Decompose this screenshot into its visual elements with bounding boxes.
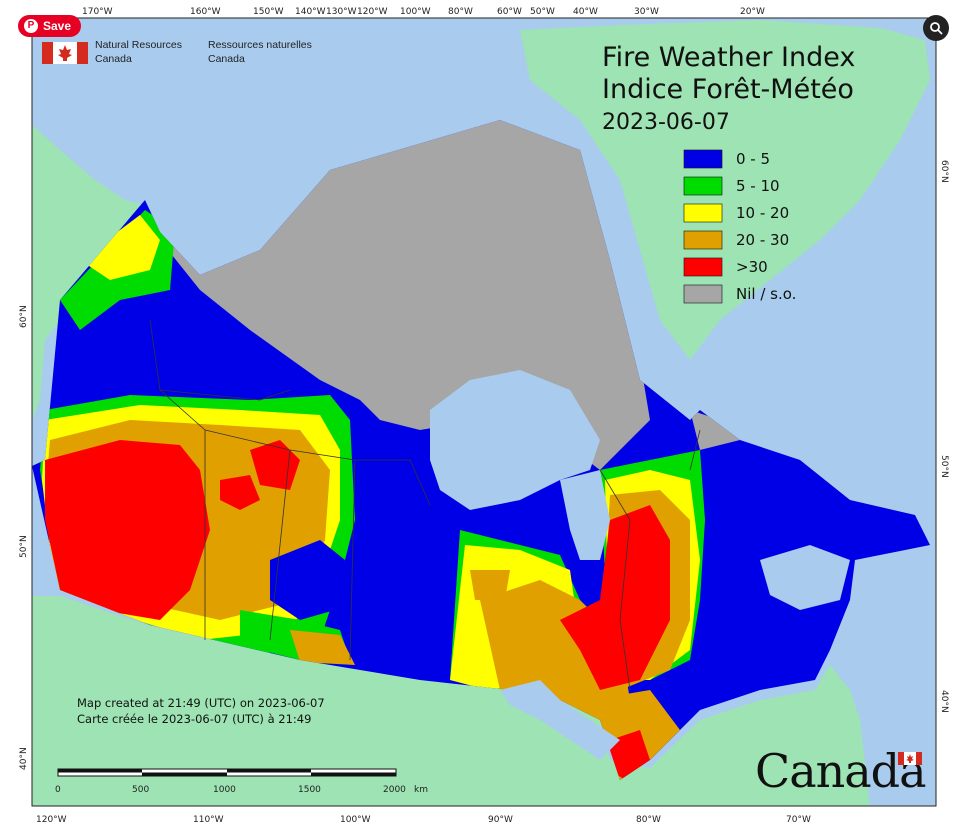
wordmark-flag-icon xyxy=(898,752,922,765)
pinterest-icon: P xyxy=(24,19,38,33)
scale-label: 500 xyxy=(132,785,149,795)
legend-swatch xyxy=(683,284,723,304)
legend-swatch xyxy=(683,257,723,277)
hudson-bay-south xyxy=(560,470,610,560)
graticule-top-labels: 170°W 160°W 150°W 140°W 130°W 120°W 100°… xyxy=(82,7,765,17)
tick-top: 40°W xyxy=(573,7,598,17)
legend-swatch xyxy=(683,203,723,223)
canada-wordmark: Canada xyxy=(755,744,927,798)
ministry-en-line1: Natural Resources xyxy=(95,39,182,51)
credit-en: Map created at 21:49 (UTC) on 2023-06-07 xyxy=(77,696,325,710)
visual-search-button[interactable] xyxy=(923,15,949,41)
tick-bottom: 120°W xyxy=(36,815,67,825)
hudson-bay xyxy=(430,370,600,510)
ministry-fr-line2: Canada xyxy=(208,53,245,65)
map-title-fr: Indice Forêt-Météo xyxy=(602,74,854,105)
tick-top: 50°W xyxy=(530,7,555,17)
tick-top: 100°W xyxy=(400,7,431,17)
tick-bottom: 70°W xyxy=(786,815,811,825)
legend-label: 5 - 10 xyxy=(736,177,780,195)
ministry-name-en: Natural Resources Canada xyxy=(95,38,182,66)
fwi-legend: 0 - 5 5 - 10 10 - 20 20 - 30 >30 Nil / s.o. xyxy=(683,149,796,304)
tick-top: 160°W xyxy=(190,7,221,17)
save-label: Save xyxy=(43,19,72,33)
scale-unit: km xyxy=(414,785,428,795)
tick-top: 20°W xyxy=(740,7,765,17)
tick-bottom: 90°W xyxy=(488,815,513,825)
tick-left: 50°N xyxy=(19,535,29,558)
tick-bottom: 80°W xyxy=(636,815,661,825)
graticule-right-labels: 60°N 50°N 40°N xyxy=(939,160,949,713)
tick-top: 140°W xyxy=(295,7,326,17)
scale-label: 1500 xyxy=(298,785,321,795)
pin-save-button[interactable]: P Save xyxy=(18,15,82,37)
scale-label: 0 xyxy=(55,785,61,795)
gulf-st-lawrence xyxy=(760,545,850,610)
greenland-land xyxy=(520,20,930,360)
usa-land xyxy=(32,596,870,806)
tick-top: 170°W xyxy=(82,7,113,17)
tick-top: 80°W xyxy=(448,7,473,17)
legend-label: >30 xyxy=(736,258,768,276)
tick-bottom: 110°W xyxy=(193,815,224,825)
tick-right: 50°N xyxy=(939,455,949,478)
legend-label: 0 - 5 xyxy=(736,150,770,168)
provincial-boundaries xyxy=(149,319,701,691)
tick-right: 40°N xyxy=(939,690,949,713)
legend-swatch xyxy=(683,176,723,196)
legend-label: 20 - 30 xyxy=(736,231,789,249)
ministry-en-line2: Canada xyxy=(95,53,132,65)
lens-icon xyxy=(930,22,943,35)
map-title-en: Fire Weather Index xyxy=(602,42,856,73)
map-date: 2023-06-07 xyxy=(602,110,730,135)
legend-label: 10 - 20 xyxy=(736,204,789,222)
great-lakes xyxy=(500,680,620,760)
credit-fr: Carte créée le 2023-06-07 (UTC) à 21:49 xyxy=(77,712,312,726)
tick-bottom: 100°W xyxy=(340,815,371,825)
graticule-bottom-labels: 120°W 110°W 100°W 90°W 80°W 70°W xyxy=(36,815,811,825)
tick-top: 130°W xyxy=(326,7,357,17)
tick-left: 40°N xyxy=(19,747,29,770)
legend-swatch xyxy=(683,149,723,169)
ministry-fr-line1: Ressources naturelles xyxy=(208,39,312,51)
graticule-left-labels: 60°N 50°N 40°N xyxy=(19,305,29,770)
tick-top: 60°W xyxy=(497,7,522,17)
scale-label: 2000 xyxy=(383,785,406,795)
tick-right: 60°N xyxy=(939,160,949,183)
map-frame-border xyxy=(31,17,937,807)
ministry-name-fr: Ressources naturelles Canada xyxy=(208,38,312,66)
tick-top: 120°W xyxy=(357,7,388,17)
scale-bar: 0 500 1000 1500 2000 km xyxy=(55,768,428,795)
tick-top: 150°W xyxy=(253,7,284,17)
legend-swatch xyxy=(683,230,723,250)
tick-top: 30°W xyxy=(634,7,659,17)
scale-label: 1000 xyxy=(213,785,236,795)
legend-label: Nil / s.o. xyxy=(736,285,796,303)
tick-left: 60°N xyxy=(19,305,29,328)
canada-flag-icon xyxy=(42,42,88,64)
